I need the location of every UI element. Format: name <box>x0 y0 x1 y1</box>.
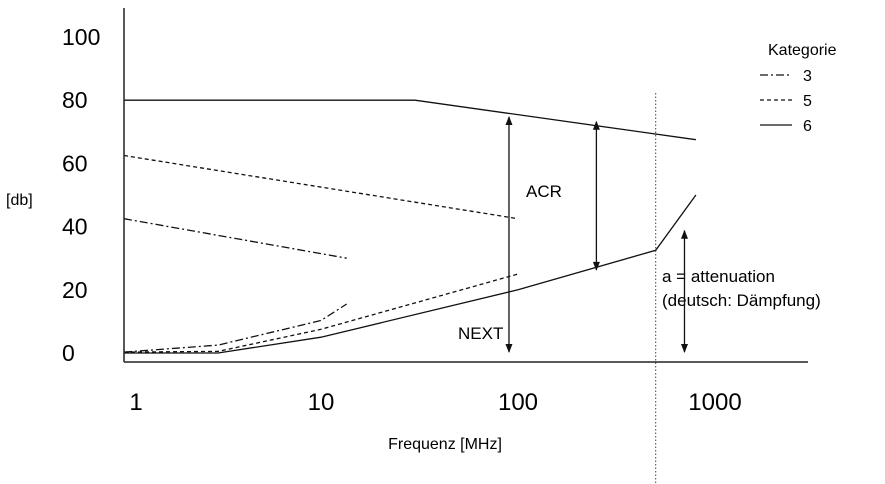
arrow-a <box>680 229 688 353</box>
legend-label-6: 6 <box>803 118 812 135</box>
series-cat6-lower <box>124 194 697 354</box>
annotations: ACR NEXT a = attenuation (deutsch: Dämpf… <box>458 116 821 353</box>
series-cat6-upper <box>124 99 696 141</box>
series-cat5-upper <box>123 154 519 220</box>
y-tick-label: 60 <box>62 150 88 176</box>
x-tick-label: 10 <box>308 389 335 416</box>
y-tick-labels: 0 20 40 60 80 100 <box>62 24 100 366</box>
y-tick-label: 80 <box>62 87 88 113</box>
plot-lines <box>123 93 697 484</box>
y-tick-label: 100 <box>62 24 100 50</box>
y-axis-label: [db] <box>6 192 33 209</box>
acr-label: ACR <box>526 182 562 201</box>
arrow-next <box>505 116 513 353</box>
x-tick-label: 1 <box>129 389 142 416</box>
axes <box>123 8 808 363</box>
series-cat3-lower <box>123 303 348 353</box>
x-tick-label: 100 <box>498 389 538 416</box>
legend-label-3: 3 <box>803 68 812 85</box>
y-tick-label: 20 <box>62 277 88 303</box>
legend: Kategorie 3 5 6 <box>760 42 837 135</box>
x-tick-label: 1000 <box>688 389 741 416</box>
attenuation-german-label: (deutsch: Dämpfung) <box>662 291 821 310</box>
series-cat3-upper <box>123 218 347 259</box>
next-label: NEXT <box>458 324 503 343</box>
legend-title: Kategorie <box>768 42 837 59</box>
legend-label-5: 5 <box>803 93 812 110</box>
arrow-acr <box>592 120 600 271</box>
x-tick-labels: 1 10 100 1000 <box>129 389 741 416</box>
y-tick-label: 0 <box>62 340 75 366</box>
y-tick-label: 40 <box>62 214 88 240</box>
attenuation-label: a = attenuation <box>662 267 775 286</box>
series-cat5-lower <box>123 273 519 353</box>
x-axis-label: Frequenz [MHz] <box>388 436 502 453</box>
